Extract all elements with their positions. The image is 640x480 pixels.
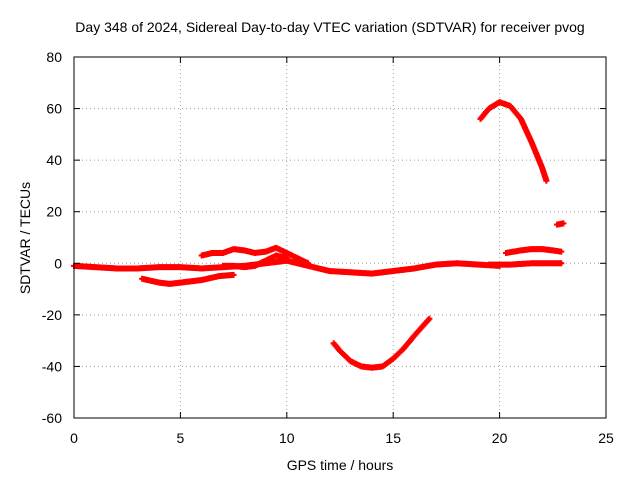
y-tick-label: -40 (42, 358, 62, 374)
y-axis-label: SDTVAR / TECUs (17, 181, 33, 295)
series-lower-track (139, 271, 237, 287)
y-tick-label: -60 (42, 410, 62, 426)
x-tick-label: 25 (598, 430, 614, 446)
y-tick-label: 60 (46, 101, 62, 117)
x-tick-label: 15 (385, 430, 401, 446)
series-baseline-track (71, 257, 503, 277)
data-point (305, 260, 312, 267)
y-tick-label: -20 (42, 307, 62, 323)
chart-title: Day 348 of 2024, Sidereal Day-to-day VTE… (75, 19, 585, 35)
series-late-short-track (554, 220, 567, 228)
y-tick-label: 80 (46, 49, 62, 65)
plot-frame (73, 56, 607, 419)
data-point (283, 255, 290, 262)
x-tick-label: 0 (70, 430, 78, 446)
data-point (558, 260, 565, 267)
axis-ticks: 0 5 10 15 20 25 -60 -40 -20 0 20 40 60 80 (42, 49, 614, 446)
y-tick-label: 40 (46, 152, 62, 168)
series-mid-track (219, 252, 290, 271)
x-tick-label: 20 (492, 430, 508, 446)
y-tick-label: 0 (54, 255, 62, 271)
data-point (230, 271, 237, 278)
x-axis-label: GPS time / hours (286, 457, 394, 473)
data-point (560, 220, 567, 227)
grid-lines (74, 57, 606, 418)
x-tick-label: 5 (177, 430, 185, 446)
x-tick-label: 10 (279, 430, 295, 446)
data-point (426, 315, 433, 322)
data-point (558, 248, 565, 255)
series-arc-track (477, 99, 550, 184)
series-upper-track (198, 244, 312, 267)
data-points (71, 99, 567, 371)
series-dip-track (330, 315, 433, 371)
data-point (543, 177, 550, 184)
y-tick-label: 20 (46, 204, 62, 220)
series-late-flat-track (485, 260, 565, 268)
series-late-upper-track (502, 246, 565, 256)
